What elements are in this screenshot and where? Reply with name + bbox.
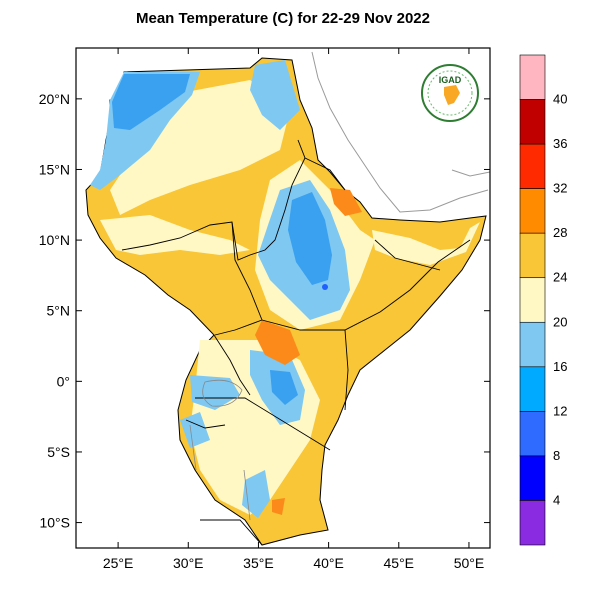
coldest-spot	[322, 284, 328, 290]
colorbar-label: 12	[553, 403, 567, 418]
colorbar-bin	[519, 188, 546, 234]
colorbar-label: 20	[553, 314, 567, 329]
lake-victoria	[202, 379, 243, 407]
y-axis: 20°N 15°N 10°N 5°N 0° 5°S 10°S	[39, 91, 490, 531]
colorbar: 40 36 32 28 24 20 16 12 8 4	[519, 54, 567, 546]
y-tick-label: 15°N	[39, 161, 70, 177]
x-tick-label: 25°E	[103, 555, 134, 571]
colorbar-bin	[519, 500, 546, 546]
plot-frame	[75, 47, 491, 549]
map-title: Mean Temperature (C) for 22-29 Nov 2022	[136, 10, 430, 27]
colorbar-bin	[519, 54, 546, 100]
y-tick-label: 20°N	[39, 91, 70, 107]
lake-tanganyika	[189, 424, 197, 471]
y-tick-label: 5°N	[47, 303, 71, 319]
y-tick-label: 5°S	[47, 444, 70, 460]
y-tick-label: 10°N	[39, 232, 70, 248]
colorbar-bin	[519, 143, 546, 189]
cold-zone-northwest	[112, 74, 190, 130]
hot-zone-eritrea-coast	[330, 188, 362, 216]
cool-zone-northeast	[250, 60, 300, 130]
logo-text: IGAD	[439, 75, 462, 85]
country-borders	[121, 139, 471, 546]
colorbar-label: 4	[553, 492, 560, 507]
x-axis: 25°E 30°E 35°E 40°E 45°E 50°E	[103, 48, 484, 571]
cool-zone-south-tanzania	[242, 470, 270, 518]
colorbar-label: 40	[553, 92, 567, 107]
mild-zone-somalia-north	[372, 222, 480, 265]
colorbar-label: 24	[553, 270, 567, 285]
neighbour-coastline	[311, 51, 489, 213]
x-tick-label: 45°E	[384, 555, 415, 571]
x-tick-label: 40°E	[313, 555, 344, 571]
colorbar-label: 36	[553, 136, 567, 151]
x-tick-label: 50°E	[454, 555, 485, 571]
igad-logo: IGAD	[421, 64, 479, 122]
colorbar-bin	[519, 321, 546, 368]
logo-wreath	[427, 70, 473, 116]
y-tick-label: 0°	[57, 373, 70, 389]
x-tick-label: 30°E	[173, 555, 204, 571]
colorbar-bin	[519, 232, 546, 279]
colorbar-label: 16	[553, 359, 567, 374]
colorbar-label: 8	[553, 448, 560, 463]
colorbar-bin	[519, 99, 546, 145]
mild-zone-south-sudan	[100, 215, 250, 255]
colorbar-bin	[519, 366, 546, 412]
cold-zone-highlands	[288, 192, 332, 285]
neighbour-border	[451, 169, 490, 177]
colorbar-label: 32	[553, 181, 567, 196]
colorbar-bin	[519, 277, 546, 323]
hot-zone-tanzania	[272, 498, 285, 515]
colorbar-label: 28	[553, 225, 567, 240]
x-tick-label: 35°E	[243, 555, 274, 571]
cool-zone-lake-victoria	[190, 375, 240, 410]
lake-malawi	[243, 469, 251, 521]
logo-africa-shape	[444, 85, 460, 105]
cold-zone-kenya	[270, 370, 298, 405]
y-tick-label: 10°S	[39, 515, 70, 531]
hot-zone-south-sudan-kenya	[255, 320, 300, 365]
colorbar-bin	[519, 455, 546, 501]
colorbar-bin	[519, 411, 546, 457]
mild-zone-north-sudan	[110, 80, 290, 215]
